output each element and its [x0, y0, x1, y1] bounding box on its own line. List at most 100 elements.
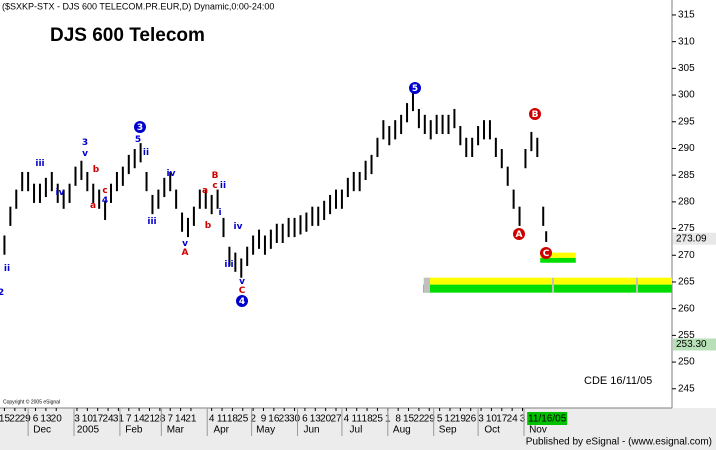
wave-marker [236, 295, 248, 307]
x-tick-label: 26 [465, 414, 477, 425]
x-tick-label: 10 [486, 414, 498, 425]
wave-label: 3 [137, 123, 143, 133]
x-tick-label: 10 [82, 414, 94, 425]
zone [423, 277, 672, 285]
x-tick-label: 25 [237, 414, 249, 425]
wave-label: B [532, 110, 539, 120]
x-tick-label: 11 [352, 414, 363, 425]
wave-label: b [93, 165, 100, 175]
wave-label: B [212, 171, 219, 181]
x-tick-label: 7 [167, 414, 173, 425]
x-tick-label: 17 [496, 414, 508, 425]
x-tick-label: 9 [261, 414, 267, 425]
zone-divider [636, 277, 638, 293]
month-label: Nov [529, 425, 547, 436]
x-tick-label: 8 [395, 414, 401, 425]
y-tick-label: 315 [678, 10, 695, 21]
x-tick-label: 27 [330, 414, 342, 425]
y-tick-label: 295 [678, 116, 695, 127]
x-tick-label: 21 [185, 414, 197, 425]
zone [540, 252, 576, 258]
x-tick-label: 11 [217, 414, 228, 425]
x-tick-label: 22 [413, 414, 425, 425]
y-tick-label: 280 [678, 197, 695, 208]
x-tick-label: 6 [33, 414, 39, 425]
x-tick-label: 20 [320, 414, 332, 425]
wave-label: b [205, 221, 212, 231]
wave-label: v [82, 149, 88, 159]
y-tick-label: 250 [678, 357, 695, 368]
month-label: Jul [350, 425, 363, 436]
x-tick-label: 24 [102, 414, 114, 425]
month-label: Oct [484, 425, 500, 436]
header: ($SXKP-STX - DJS 600 TELECOM.PR.EUR,D) D… [2, 1, 274, 11]
price-marker-label: 273.09 [676, 233, 707, 244]
month-label: Apr [213, 425, 229, 436]
x-tick-label: 15 [403, 414, 415, 425]
y-tick-label: 245 [678, 383, 695, 394]
price-marker [673, 338, 716, 351]
zone [423, 284, 672, 293]
price-marker-label: 253.30 [676, 339, 707, 350]
y-tick-label: 300 [678, 90, 695, 101]
wave-label: 4 [239, 297, 245, 307]
y-tick-label: 285 [678, 170, 695, 181]
x-tick-label: 18 [227, 414, 239, 425]
wave-label: 3 [82, 138, 88, 148]
wave-label: i [218, 208, 221, 218]
month-label: Aug [393, 425, 411, 436]
x-tick-label: 3 [478, 414, 484, 425]
note: CDE 16/11/05 [584, 375, 652, 387]
y-tick-label: 290 [678, 143, 695, 154]
month-label: Sep [439, 425, 457, 436]
x-axis-strip [0, 408, 716, 450]
x-tick-label: 21 [144, 414, 156, 425]
wave-label: c [212, 181, 217, 191]
y-tick-label: 260 [678, 303, 695, 314]
wave-marker [540, 247, 552, 259]
y-tick-label: 265 [678, 277, 695, 288]
x-tick-label: 4 [209, 414, 215, 425]
wave-label: ii [220, 181, 226, 191]
x-tick-label: 22 [9, 414, 21, 425]
month-label: Jun [303, 425, 319, 436]
wave-label: v [239, 277, 245, 287]
wave-label: c [102, 186, 107, 196]
wave-label: iv [234, 222, 243, 232]
wave-marker [409, 82, 421, 94]
wave-label: iii [147, 217, 156, 227]
wave-label: 5 [412, 84, 418, 94]
wave-label: iii [35, 159, 44, 169]
x-tick-label: 29 [20, 414, 32, 425]
x-tick-label: 6 [302, 414, 308, 425]
y-tick-label: 310 [678, 36, 695, 47]
x-tick-label: 13 [310, 414, 322, 425]
y-tick-label: 275 [678, 223, 695, 234]
copyright: Copyright © 2005 eSignal [3, 398, 60, 405]
x-tick-label: 19 [455, 414, 467, 425]
x-tick-label: 25 [372, 414, 384, 425]
month-label: 2005 [77, 425, 100, 436]
x-tick-label: 16 [268, 414, 280, 425]
publisher: Published by eSignal - (www.esignal.com) [526, 437, 712, 448]
x-tick-label: 31 [113, 414, 125, 425]
x-tick-label: 3 [520, 414, 526, 425]
x-tick-label: 24 [507, 414, 519, 425]
x-tick-label: 15 [0, 414, 10, 425]
x-tick-label: 13 [40, 414, 52, 425]
wave-marker [513, 228, 525, 240]
current-date-label: 11/16/05 [528, 414, 567, 425]
month-label: Dec [33, 425, 51, 436]
wave-marker [529, 108, 541, 120]
x-tick-label: 14 [134, 414, 146, 425]
x-tick-label: 5 [437, 414, 443, 425]
price-marker [673, 232, 716, 245]
wave-marker [134, 121, 146, 133]
x-tick-label: 30 [289, 414, 301, 425]
x-tick-label: 4 [344, 414, 350, 425]
wave-label: a [202, 186, 208, 196]
wave-label: 4 [102, 196, 108, 206]
x-tick-label: 14 [175, 414, 187, 425]
